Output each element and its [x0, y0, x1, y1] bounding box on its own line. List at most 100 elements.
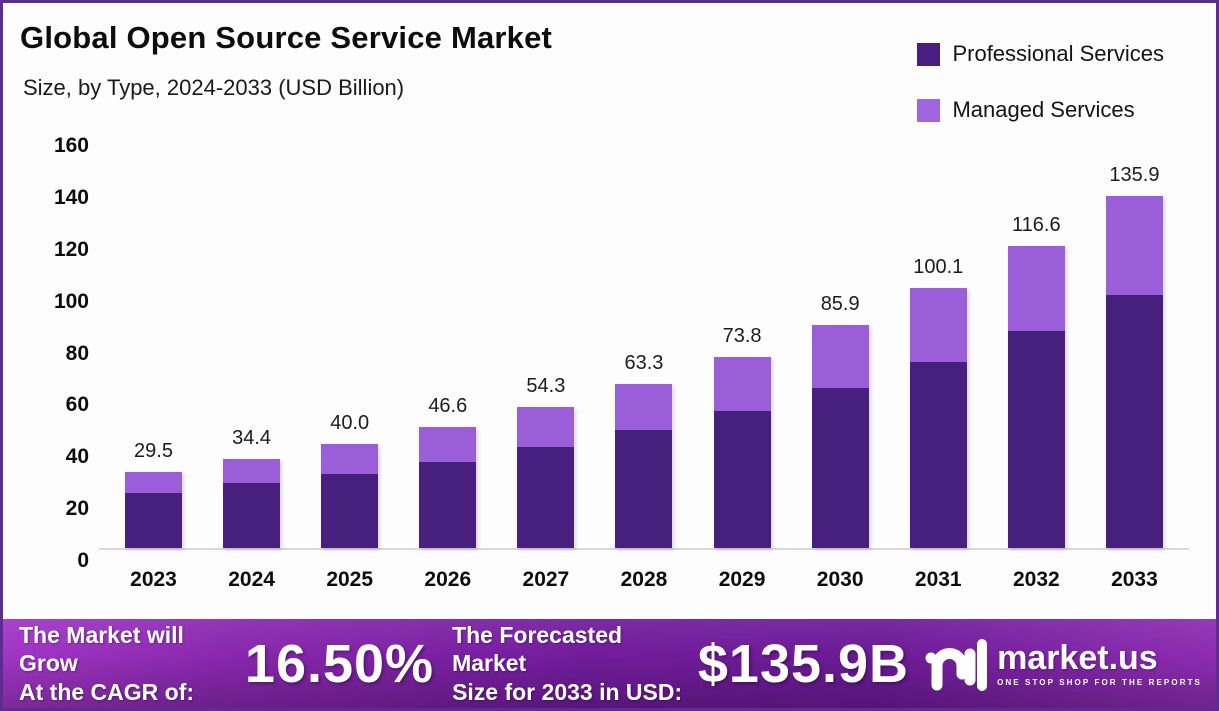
bar-segment-professional-services — [909, 361, 967, 548]
bar-segment-managed-services — [517, 407, 575, 448]
bar-stack — [419, 427, 477, 548]
bar-total-label: 116.6 — [1012, 213, 1061, 236]
bar-group-2029: 73.8 — [713, 324, 771, 548]
page-subtitle: Size, by Type, 2024-2033 (USD Billion) — [23, 75, 405, 100]
bar-segment-professional-services — [615, 429, 673, 548]
bar-stack — [1007, 245, 1065, 548]
bar-segment-professional-services — [811, 388, 869, 548]
bar-total-label: 54.3 — [526, 375, 566, 398]
bar-stack — [909, 288, 967, 548]
bar-total-label: 40.0 — [330, 412, 370, 435]
bar-total-label: 100.1 — [913, 256, 964, 279]
bar-stack — [1105, 195, 1163, 548]
y-tick-label: 20 — [65, 497, 89, 521]
y-tick-label: 120 — [53, 237, 89, 261]
bar-segment-professional-services — [1007, 331, 1065, 548]
bar-group-2025: 40.0 — [321, 412, 379, 548]
legend-item-managed-services: Managed Services — [917, 97, 1164, 123]
bar-group-2031: 100.1 — [909, 256, 967, 548]
legend-label: Managed Services — [952, 97, 1135, 122]
x-tick-label-2031: 2031 — [914, 568, 962, 591]
footer-banner: The Market will Grow At the CAGR of: 16.… — [3, 619, 1216, 708]
bar-segment-professional-services — [517, 447, 575, 548]
bar-total-label: 46.6 — [428, 395, 468, 418]
x-tick-label-2029: 2029 — [718, 568, 766, 591]
bar-group-2024: 34.4 — [223, 426, 281, 548]
bar-stack — [321, 444, 379, 548]
bar-stack — [125, 471, 182, 548]
cagr-label-line1: The Market will Grow — [19, 622, 184, 677]
bar-total-label: 34.4 — [232, 426, 272, 449]
market-us-logo-icon — [925, 638, 988, 691]
bar-total-label: 85.9 — [820, 293, 860, 316]
page-title: Global Open Source Service Market — [20, 20, 553, 55]
bar-segment-managed-services — [223, 458, 281, 484]
y-tick-label: 160 — [53, 134, 89, 157]
brand-lockup: market.us ONE STOP SHOP FOR THE REPORTS — [925, 636, 1202, 692]
x-tick-label-2025: 2025 — [326, 568, 374, 591]
y-tick-label: 40 — [65, 445, 89, 469]
cagr-label-line2: At the CAGR of: — [19, 678, 195, 705]
bar-group-2033: 135.9 — [1105, 163, 1163, 548]
bar-segment-professional-services — [1105, 294, 1163, 548]
cagr-value: 16.50% — [244, 633, 435, 694]
chart-legend: Professional Services Managed Services — [917, 41, 1164, 123]
bar-segment-professional-services — [125, 493, 182, 548]
bar-segment-managed-services — [321, 444, 379, 474]
x-tick-label-2024: 2024 — [228, 568, 275, 591]
bar-stack — [713, 356, 771, 548]
forecast-label-line1: The Forecasted Market — [452, 622, 623, 677]
bar-segment-professional-services — [321, 473, 379, 548]
x-tick-label-2028: 2028 — [620, 568, 668, 591]
y-tick-label: 60 — [65, 393, 89, 417]
legend-swatch-professional-icon — [917, 42, 941, 66]
cagr-label: The Market will Grow At the CAGR of: — [19, 621, 245, 705]
bar-total-label: 63.3 — [624, 351, 664, 374]
forecast-label-line2: Size for 2033 in USD: — [452, 678, 683, 705]
bar-segment-managed-services — [713, 356, 771, 412]
bar-segment-managed-services — [909, 288, 967, 362]
bar-group-2027: 54.3 — [517, 375, 575, 548]
y-tick-label: 100 — [53, 289, 89, 313]
bar-stack — [517, 407, 575, 548]
bar-total-label: 29.5 — [134, 439, 173, 462]
bar-group-2023: 29.5 — [125, 439, 182, 548]
x-tick-label-2023: 2023 — [130, 568, 177, 591]
legend-label: Professional Services — [952, 41, 1164, 66]
x-axis: 2023 2024 2025 2026 2027 2028 2029 2030 2031 2032… — [99, 568, 1189, 592]
bar-segment-managed-services — [615, 383, 673, 430]
y-tick-label: 140 — [53, 185, 89, 209]
bar-segment-professional-services — [713, 411, 771, 548]
bar-segment-managed-services — [1105, 195, 1163, 295]
legend-item-professional-services: Professional Services — [917, 41, 1164, 67]
x-tick-label-2027: 2027 — [522, 568, 570, 591]
bar-stack — [223, 458, 281, 548]
bar-segment-managed-services — [419, 427, 477, 462]
bar-stack — [615, 383, 673, 548]
bar-group-2026: 46.6 — [419, 395, 477, 548]
y-axis: 0 20 40 60 80 100 120 140 160 — [21, 134, 89, 572]
bar-segment-managed-services — [811, 325, 869, 389]
bar-segment-managed-services — [125, 471, 182, 493]
forecast-value: $135.9B — [697, 633, 910, 694]
bar-segment-managed-services — [1007, 245, 1065, 332]
bar-stack — [811, 325, 869, 548]
plot-area: 29.5 34.4 40.0 46.6 54.3 63.3 73.8 85.9 100.1 116… — [99, 135, 1189, 550]
brand-name: market.us — [997, 638, 1158, 677]
bar-total-label: 73.8 — [722, 324, 762, 347]
x-tick-label-2032: 2032 — [1012, 568, 1060, 591]
y-tick-label: 80 — [65, 341, 89, 365]
legend-swatch-managed-icon — [917, 98, 941, 122]
bar-group-2032: 116.6 — [1007, 213, 1065, 548]
forecast-label: The Forecasted Market Size for 2033 in U… — [452, 621, 698, 705]
brand-tagline: ONE STOP SHOP FOR THE REPORTS — [997, 677, 1202, 687]
bar-segment-professional-services — [223, 483, 281, 548]
bar-segment-professional-services — [419, 461, 477, 548]
bar-total-label: 135.9 — [1109, 163, 1160, 186]
x-tick-label-2030: 2030 — [816, 568, 864, 591]
y-tick-label: 0 — [77, 549, 89, 572]
bar-group-2030: 85.9 — [811, 293, 869, 548]
brand-text: market.us ONE STOP SHOP FOR THE REPORTS — [997, 641, 1202, 687]
x-tick-label-2026: 2026 — [424, 568, 472, 591]
